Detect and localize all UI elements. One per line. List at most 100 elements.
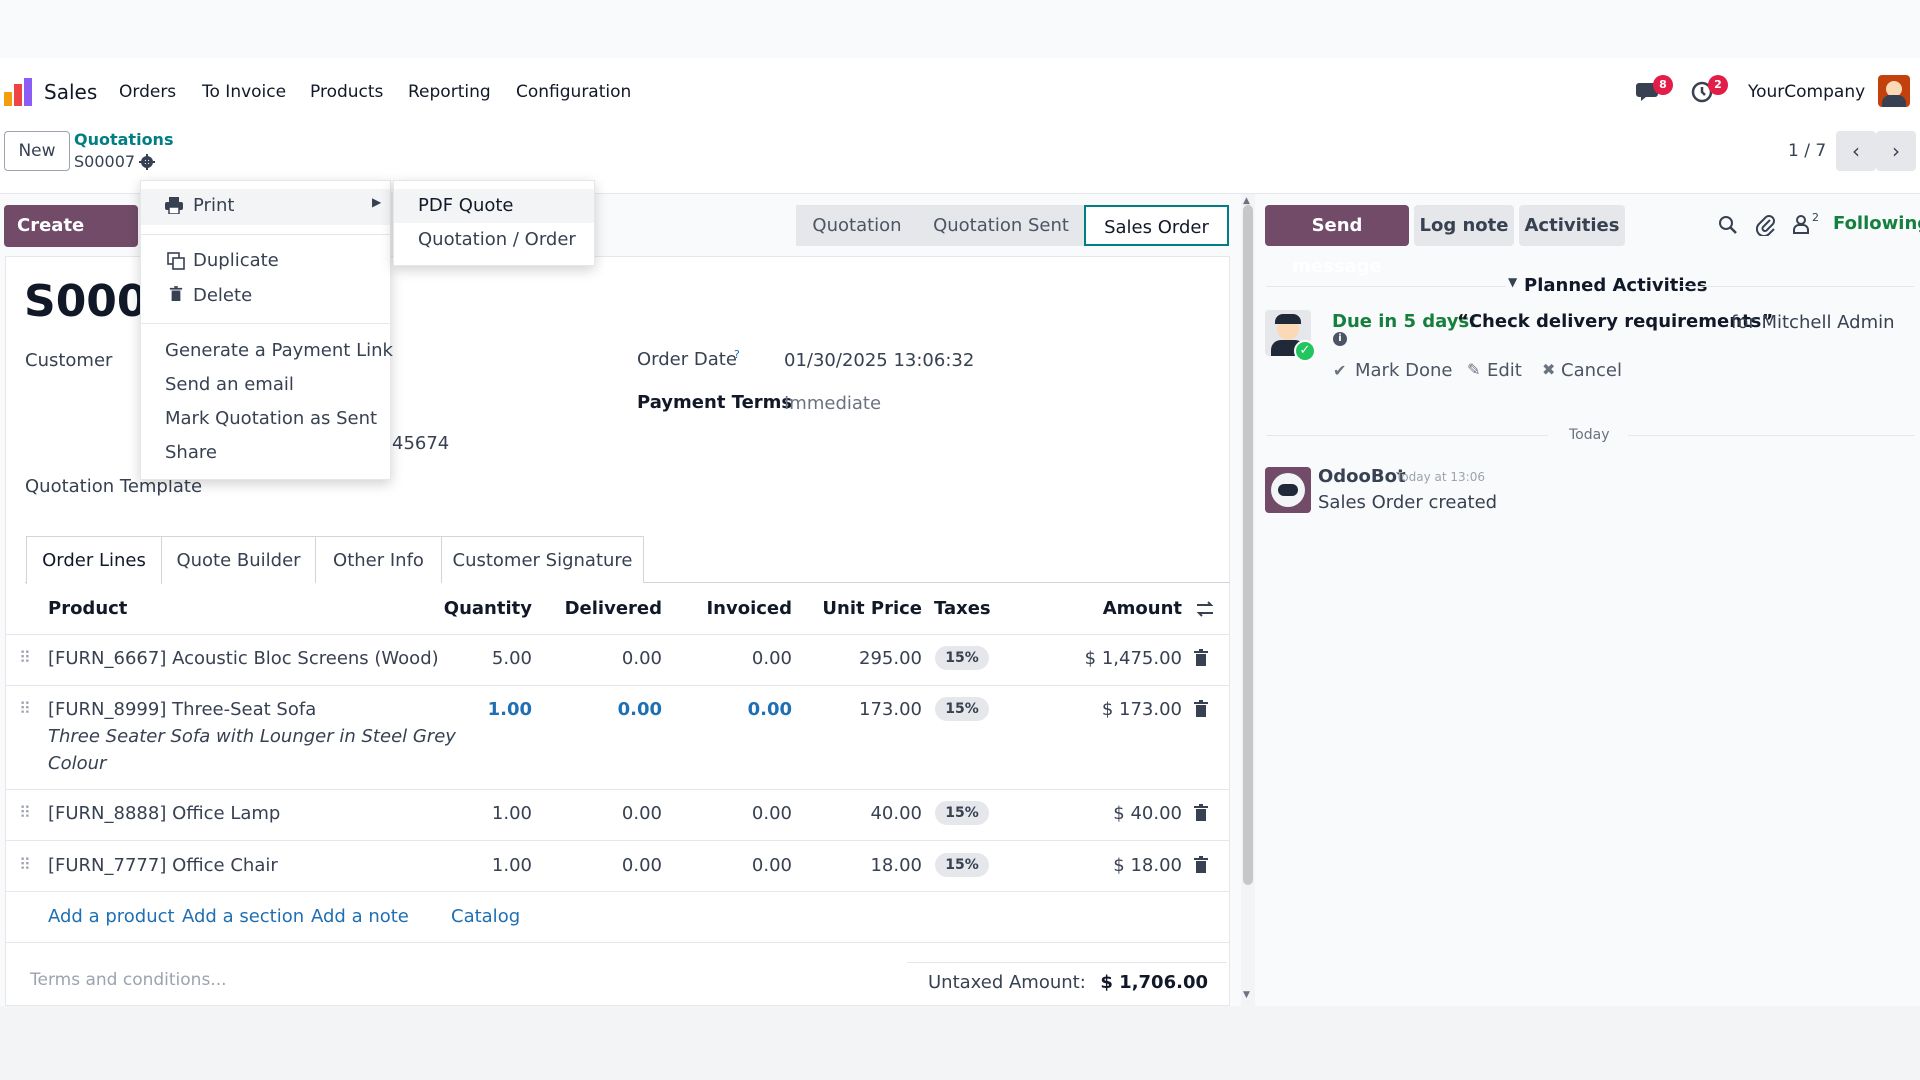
gear-icon[interactable] — [139, 154, 155, 170]
line-unit-price[interactable]: 295.00 — [859, 648, 922, 669]
line-product[interactable]: [FURN_8888] Office Lamp — [48, 803, 281, 824]
tax-badge[interactable]: 15% — [935, 801, 989, 825]
line-product[interactable]: [FURN_6667] Acoustic Bloc Screens (Wood) — [48, 648, 439, 669]
line-delivered[interactable]: 0.00 — [617, 699, 662, 720]
col-amount[interactable]: Amount — [1102, 598, 1182, 619]
col-product[interactable]: Product — [48, 598, 128, 619]
add-product-link[interactable]: Add a product — [48, 906, 175, 927]
line-product[interactable]: [FURN_8999] Three-Seat Sofa — [48, 699, 317, 720]
submenu-item-pdf-row[interactable] — [394, 189, 594, 223]
tax-badge[interactable]: 15% — [935, 697, 989, 721]
paperclip-icon[interactable] — [1756, 214, 1776, 236]
optional-columns-icon[interactable] — [1195, 600, 1215, 618]
menu-item-delete[interactable]: Delete — [193, 285, 253, 306]
pager-next-button[interactable]: › — [1876, 131, 1916, 171]
pager-previous-button[interactable]: ‹ — [1836, 131, 1876, 171]
menu-orders[interactable]: Orders — [119, 82, 177, 102]
user-avatar[interactable] — [1878, 75, 1910, 107]
info-icon[interactable]: i — [1333, 332, 1347, 346]
menu-item-share[interactable]: Share — [165, 442, 217, 463]
scroll-down-icon[interactable]: ▼ — [1243, 990, 1250, 1000]
tax-badge[interactable]: 15% — [935, 853, 989, 877]
company-switcher[interactable]: YourCompany — [1748, 82, 1866, 102]
help-icon[interactable]: ? — [734, 348, 740, 361]
app-name[interactable]: Sales — [44, 80, 98, 104]
tab-quote-builder[interactable]: Quote Builder — [162, 536, 316, 583]
col-quantity[interactable]: Quantity — [443, 598, 532, 619]
line-description-cont[interactable]: Colour — [48, 753, 107, 774]
caret-down-icon[interactable]: ▼ — [1508, 275, 1518, 289]
add-section-link[interactable]: Add a section — [182, 906, 305, 927]
menu-to-invoice[interactable]: To Invoice — [202, 82, 287, 102]
line-quantity[interactable]: 1.00 — [487, 699, 532, 720]
catalog-link[interactable]: Catalog — [451, 906, 521, 927]
scrollbar-thumb[interactable] — [1243, 205, 1253, 885]
line-quantity[interactable]: 5.00 — [491, 648, 532, 669]
chat-icon[interactable] — [1636, 80, 1662, 104]
line-unit-price[interactable]: 173.00 — [859, 699, 922, 720]
search-icon[interactable] — [1718, 215, 1738, 235]
tab-order-lines[interactable]: Order Lines — [26, 536, 162, 584]
tax-badge[interactable]: 15% — [935, 646, 989, 670]
line-quantity[interactable]: 1.00 — [491, 855, 532, 876]
cancel-activity-button[interactable]: Cancel — [1561, 360, 1622, 381]
menu-item-mark-sent[interactable]: Mark Quotation as Sent — [165, 408, 378, 429]
line-invoiced[interactable]: 0.00 — [747, 699, 792, 720]
status-quotation-sent[interactable]: Quotation Sent — [918, 205, 1084, 246]
drag-handle-icon[interactable]: ⠿ — [19, 699, 31, 718]
followers-icon[interactable] — [1792, 214, 1810, 234]
submenu-item-pdf-quote[interactable]: PDF Quote — [418, 195, 514, 216]
trash-icon[interactable] — [1193, 649, 1209, 667]
line-quantity[interactable]: 1.00 — [491, 803, 532, 824]
pager-value[interactable]: 1 / 7 — [1788, 141, 1827, 161]
trash-icon[interactable] — [1193, 804, 1209, 822]
terms-field[interactable]: Terms and conditions... — [30, 970, 227, 990]
create-invoice-button[interactable]: Create Invoice — [4, 205, 138, 278]
menu-item-duplicate[interactable]: Duplicate — [193, 250, 279, 271]
drag-handle-icon[interactable]: ⠿ — [19, 803, 31, 822]
add-note-link[interactable]: Add a note — [311, 906, 409, 927]
message-author[interactable]: OdooBot — [1318, 466, 1406, 487]
status-sales-order[interactable]: Sales Order — [1084, 205, 1229, 246]
mark-done-button[interactable]: Mark Done — [1355, 360, 1453, 381]
tab-customer-signature[interactable]: Customer Signature — [442, 536, 644, 583]
following-button[interactable]: Following — [1833, 213, 1920, 234]
send-message-button[interactable]: Send message — [1265, 205, 1409, 277]
log-note-button[interactable]: Log note — [1414, 205, 1514, 246]
status-quotation[interactable]: Quotation — [796, 205, 918, 246]
submenu-item-quotation-order[interactable]: Quotation / Order — [418, 229, 576, 250]
line-product[interactable]: [FURN_7777] Office Chair — [48, 855, 278, 876]
col-taxes[interactable]: Taxes — [934, 598, 991, 619]
menu-products[interactable]: Products — [310, 82, 384, 102]
order-date-value[interactable]: 01/30/2025 13:06:32 — [784, 350, 975, 371]
scroll-up-icon[interactable]: ▲ — [1243, 196, 1250, 206]
col-delivered[interactable]: Delivered — [564, 598, 662, 619]
line-unit-price[interactable]: 40.00 — [870, 803, 922, 824]
line-delivered[interactable]: 0.00 — [621, 855, 662, 876]
line-delivered[interactable]: 0.00 — [621, 803, 662, 824]
activities-button[interactable]: Activities — [1519, 205, 1625, 246]
line-delivered[interactable]: 0.00 — [621, 648, 662, 669]
drag-handle-icon[interactable]: ⠿ — [19, 855, 31, 874]
line-amount: $ 173.00 — [1101, 699, 1182, 720]
payment-terms-field[interactable]: Immediate — [784, 393, 882, 414]
message-time: Today at 13:06 — [1396, 470, 1485, 484]
trash-icon[interactable] — [1193, 700, 1209, 718]
edit-activity-button[interactable]: Edit — [1487, 360, 1522, 381]
planned-activities-header[interactable]: Planned Activities — [1524, 275, 1708, 296]
col-unit-price[interactable]: Unit Price — [822, 598, 922, 619]
breadcrumb-quotations[interactable]: Quotations — [74, 130, 174, 149]
trash-icon[interactable] — [1193, 856, 1209, 874]
new-button[interactable]: New — [4, 131, 70, 171]
menu-reporting[interactable]: Reporting — [408, 82, 491, 102]
sales-app-icon[interactable] — [4, 78, 32, 106]
line-description[interactable]: Three Seater Sofa with Lounger in Steel … — [48, 726, 456, 747]
line-unit-price[interactable]: 18.00 — [870, 855, 922, 876]
tab-other-info[interactable]: Other Info — [316, 536, 442, 583]
menu-item-print[interactable]: Print — [193, 195, 235, 216]
drag-handle-icon[interactable]: ⠿ — [19, 648, 31, 667]
col-invoiced[interactable]: Invoiced — [706, 598, 792, 619]
menu-item-send-email[interactable]: Send an email — [165, 374, 294, 395]
menu-item-payment-link[interactable]: Generate a Payment Link — [165, 340, 393, 361]
menu-configuration[interactable]: Configuration — [516, 82, 632, 102]
